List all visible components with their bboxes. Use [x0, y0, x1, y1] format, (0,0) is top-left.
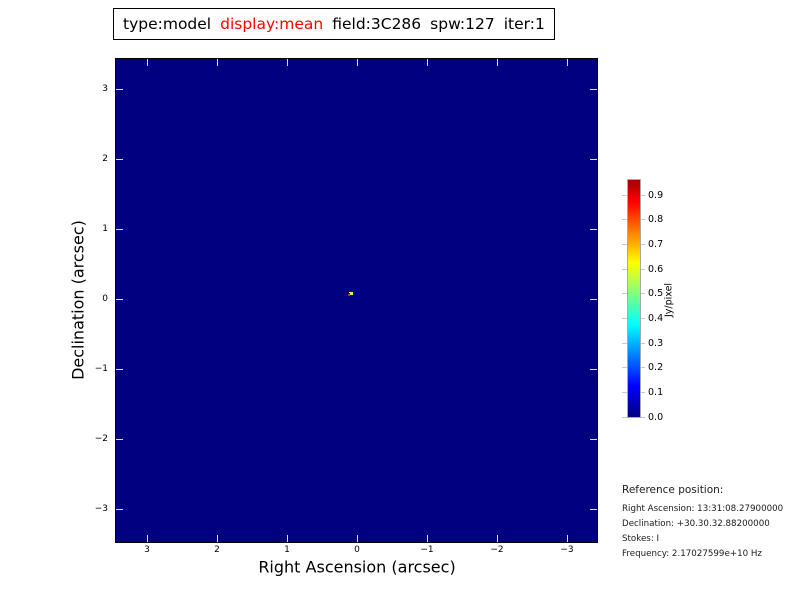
tick-mark [590, 509, 597, 510]
y-tick-label: 1 [102, 224, 108, 234]
tick-mark [116, 299, 123, 300]
colorbar [627, 179, 641, 418]
reference-position-header: Reference position: [622, 484, 724, 496]
colorbar-tick-label: 0.0 [648, 412, 664, 423]
colorbar-tick-label: 0.4 [648, 313, 664, 324]
tick-mark [147, 59, 148, 66]
colorbar-tick-label: 0.7 [648, 239, 664, 250]
colorbar-tick [622, 244, 627, 245]
plot-title-box: type:model display:mean field:3C286 spw:… [113, 8, 555, 40]
tick-mark [590, 439, 597, 440]
colorbar-tick [641, 293, 645, 294]
point-source-pixel [348, 294, 350, 296]
x-tick-label: 2 [214, 545, 220, 555]
tick-mark [590, 159, 597, 160]
colorbar-tick [622, 195, 627, 196]
point-source-pixel [349, 292, 350, 293]
colorbar-tick [622, 318, 627, 319]
reference-dec: Declination: +30.30.32.88200000 [622, 519, 770, 529]
tick-mark [147, 535, 148, 542]
tick-mark [590, 89, 597, 90]
tick-mark [116, 509, 123, 510]
colorbar-tick [622, 343, 627, 344]
tick-mark [287, 535, 288, 542]
x-tick-label: 3 [144, 545, 150, 555]
colorbar-tick [622, 367, 627, 368]
title-part-spw: spw:127 [430, 15, 495, 33]
colorbar-tick [641, 392, 645, 393]
colorbar-tick [622, 293, 627, 294]
tick-mark [590, 299, 597, 300]
y-tick-label: −2 [94, 434, 108, 444]
colorbar-tick-label: 0.2 [648, 362, 664, 373]
tick-mark [590, 229, 597, 230]
x-tick-label: 1 [284, 545, 290, 555]
colorbar-tick [641, 417, 645, 418]
y-tick-label: 2 [102, 154, 108, 164]
tick-mark [497, 535, 498, 542]
y-tick-label: −1 [94, 364, 108, 374]
x-axis-label: Right Ascension (arcsec) [258, 557, 456, 577]
tick-mark [116, 89, 123, 90]
colorbar-tick [622, 417, 627, 418]
tick-mark [116, 159, 123, 160]
colorbar-tick-label: 0.3 [648, 338, 664, 349]
colorbar-tick [641, 318, 645, 319]
colorbar-tick-label: 0.9 [648, 190, 664, 201]
colorbar-tick-label: 0.8 [648, 214, 664, 225]
y-tick-label: 0 [102, 294, 108, 304]
colorbar-axis-label: Jy/pixel [663, 282, 675, 318]
colorbar-tick [641, 367, 645, 368]
tick-mark [357, 535, 358, 542]
tick-mark [357, 59, 358, 66]
colorbar-tick-label: 0.6 [648, 264, 664, 275]
colorbar-tick [622, 269, 627, 270]
tick-mark [116, 229, 123, 230]
tick-mark [567, 59, 568, 66]
colorbar-tick [641, 343, 645, 344]
tick-mark [427, 535, 428, 542]
colorbar-tick [641, 219, 645, 220]
tick-mark [116, 369, 123, 370]
x-tick-label: −2 [490, 545, 504, 555]
y-tick-label: 3 [102, 84, 108, 94]
y-tick-label: −3 [94, 504, 108, 514]
title-part-iter: iter:1 [503, 15, 545, 33]
tick-mark [590, 369, 597, 370]
tick-mark [116, 439, 123, 440]
colorbar-tick [641, 269, 645, 270]
point-source-pixel [350, 292, 353, 295]
reference-frequency: Frequency: 2.17027599e+10 Hz [622, 549, 762, 559]
y-axis-label: Declination (arcsec) [68, 220, 88, 380]
tick-mark [217, 59, 218, 66]
title-part-type: type:model [123, 15, 212, 33]
tick-mark [427, 59, 428, 66]
colorbar-tick-label: 0.1 [648, 387, 664, 398]
colorbar-tick [641, 244, 645, 245]
x-tick-label: −3 [560, 545, 574, 555]
colorbar-tick [622, 392, 627, 393]
tick-mark [497, 59, 498, 66]
tick-mark [567, 535, 568, 542]
title-part-field: field:3C286 [332, 15, 422, 33]
title-part-display: display:mean [220, 15, 324, 33]
image-canvas [115, 58, 598, 543]
x-tick-label: 0 [354, 545, 360, 555]
reference-ra: Right Ascension: 13:31:08.27900000 [622, 504, 784, 514]
colorbar-tick [622, 219, 627, 220]
tick-mark [217, 535, 218, 542]
point-source-marker [348, 292, 353, 297]
colorbar-tick-label: 0.5 [648, 288, 664, 299]
reference-stokes: Stokes: I [622, 534, 660, 544]
reference-position-block: Reference position: Right Ascension: 13:… [622, 484, 783, 565]
x-tick-label: −1 [420, 545, 434, 555]
tick-mark [287, 59, 288, 66]
colorbar-tick [641, 195, 645, 196]
